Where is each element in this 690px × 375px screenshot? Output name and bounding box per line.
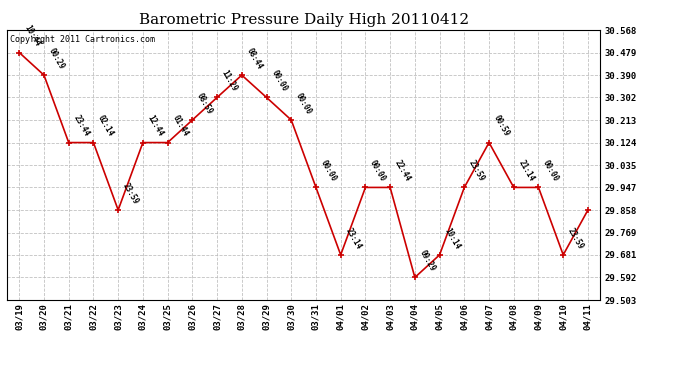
Text: 23:59: 23:59 xyxy=(467,159,486,183)
Text: 23:59: 23:59 xyxy=(121,181,140,206)
Text: 11:29: 11:29 xyxy=(220,69,239,93)
Text: 21:14: 21:14 xyxy=(517,159,536,183)
Text: 09:29: 09:29 xyxy=(417,249,437,273)
Text: 00:00: 00:00 xyxy=(541,159,560,183)
Text: 22:44: 22:44 xyxy=(393,159,412,183)
Text: 00:29: 00:29 xyxy=(47,46,66,71)
Text: 00:00: 00:00 xyxy=(368,159,388,183)
Text: 08:44: 08:44 xyxy=(244,46,264,71)
Text: 02:14: 02:14 xyxy=(96,114,115,138)
Text: 23:59: 23:59 xyxy=(566,226,585,251)
Text: 01:44: 01:44 xyxy=(170,114,190,138)
Text: 00:59: 00:59 xyxy=(492,114,511,138)
Title: Barometric Pressure Daily High 20110412: Barometric Pressure Daily High 20110412 xyxy=(139,13,469,27)
Text: 23:44: 23:44 xyxy=(72,114,91,138)
Text: Copyright 2011 Cartronics.com: Copyright 2011 Cartronics.com xyxy=(10,35,155,44)
Text: 00:00: 00:00 xyxy=(319,159,338,183)
Text: 08:59: 08:59 xyxy=(195,91,215,116)
Text: 10:44: 10:44 xyxy=(22,24,41,48)
Text: 12:44: 12:44 xyxy=(146,114,165,138)
Text: 00:00: 00:00 xyxy=(294,91,313,116)
Text: 10:14: 10:14 xyxy=(442,226,462,251)
Text: 00:00: 00:00 xyxy=(269,69,288,93)
Text: 23:14: 23:14 xyxy=(344,226,363,251)
